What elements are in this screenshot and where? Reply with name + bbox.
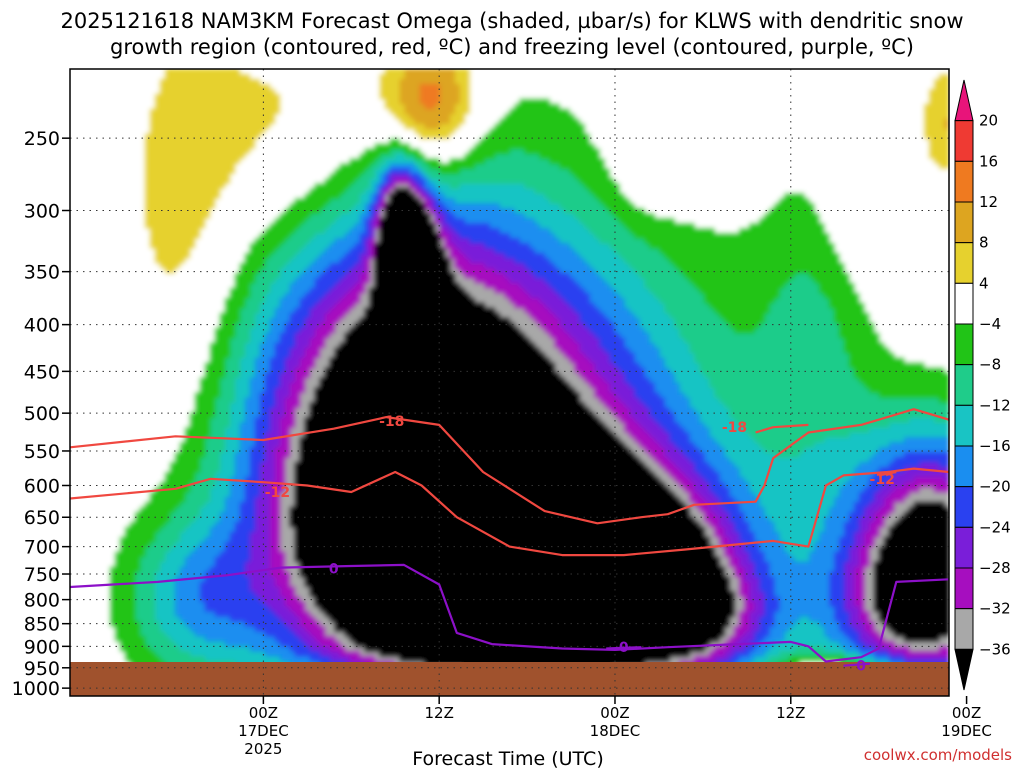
y-tick-label: 850 [24, 614, 60, 636]
colorbar-label: −12 [979, 396, 1011, 414]
colorbar-swatch [954, 282, 974, 325]
contour-line [755, 423, 809, 434]
contour-lines: -18 -18 -12 -12 0 0 0 [70, 408, 949, 675]
y-tick-label: 300 [24, 201, 60, 223]
gridlines [70, 69, 949, 696]
colorbar-swatch [954, 526, 974, 569]
colorbar-label: −4 [979, 315, 1001, 333]
plot-area: -18 -18 -12 -12 0 0 0 [70, 69, 949, 696]
contour-line [70, 563, 949, 663]
y-tick-label: 700 [24, 537, 60, 559]
contour-line [70, 408, 949, 525]
colorbar-swatch [954, 242, 974, 284]
y-tick-label: 350 [24, 262, 60, 284]
y-tick-label: 650 [24, 507, 60, 529]
colorbar-swatch [954, 323, 974, 366]
colorbar-swatch [954, 160, 974, 203]
colorbar-swatch [954, 120, 974, 162]
x-tick-year-label: 2025 [244, 740, 282, 758]
x-tick-day-label: 17DEC [238, 722, 289, 740]
y-tick-label: 550 [24, 441, 60, 463]
omega-shading [70, 69, 949, 696]
plot-frame [69, 68, 950, 697]
colorbar-label: 8 [979, 234, 989, 252]
colorbar-label: −28 [979, 559, 1011, 577]
y-tick-label: 400 [24, 315, 60, 337]
contour-label: -18 [722, 420, 747, 436]
terrain-below-ground [70, 662, 949, 696]
colorbar: 20 16 12 8 4 −4 −8 −12 −16 −20 −24 −28 −32 −36 [954, 79, 1011, 691]
y-axis: 2503003504004505005506006507007508008509… [12, 128, 70, 700]
chart-title-line2: growth region (contoured, red, ºC) and f… [110, 35, 914, 59]
colorbar-swatch [954, 567, 974, 610]
y-tick-label: 450 [24, 361, 60, 383]
colorbar-swatch [954, 201, 974, 244]
colorbar-label: 20 [979, 112, 998, 130]
contour-line [70, 467, 949, 557]
colorbar-swatch [954, 445, 974, 488]
contour-label: 0 [856, 659, 866, 675]
colorbar-label: 12 [979, 193, 998, 211]
x-tick-day-label: 19DEC [941, 722, 992, 740]
y-tick-label: 500 [24, 403, 60, 425]
x-tick-label: 00Z [952, 704, 981, 722]
x-axis-label: Forecast Time (UTC) [412, 748, 603, 768]
colorbar-swatch [954, 648, 974, 691]
y-tick-label: 250 [24, 128, 60, 150]
y-tick-label: 950 [24, 658, 60, 680]
colorbar-swatch [954, 486, 974, 528]
colorbar-swatch [954, 79, 974, 122]
colorbar-label: −36 [979, 640, 1011, 658]
contour-label: 0 [329, 562, 339, 578]
colorbar-label: −8 [979, 356, 1001, 374]
colorbar-swatch [954, 364, 974, 406]
y-tick-label: 900 [24, 636, 60, 658]
contour-label: -12 [870, 472, 895, 488]
colorbar-swatch [954, 608, 974, 650]
contour-label: -12 [265, 485, 290, 501]
contour-line [878, 470, 897, 477]
colorbar-label: −20 [979, 478, 1011, 496]
y-tick-label: 1000 [12, 678, 60, 700]
contour-line [843, 662, 870, 667]
colorbar-label: −24 [979, 518, 1011, 536]
chart-title-line1: 2025121618 NAM3KM Forecast Omega (shaded… [60, 9, 963, 33]
colorbar-label: −32 [979, 600, 1011, 618]
contour-label: 0 [619, 640, 629, 656]
colorbar-swatch [954, 404, 974, 447]
x-tick-day-label: 18DEC [590, 722, 641, 740]
contour-line [606, 646, 642, 650]
colorbar-label: 16 [979, 152, 998, 170]
colorbar-label: −16 [979, 437, 1011, 455]
x-tick-label: 12Z [424, 704, 453, 722]
credit-text: coolwx.com/models [864, 746, 1012, 764]
x-tick-label: 00Z [249, 704, 278, 722]
y-tick-label: 600 [24, 475, 60, 497]
colorbar-label: 4 [979, 274, 989, 292]
y-tick-label: 750 [24, 564, 60, 586]
contour-label: -18 [379, 414, 404, 430]
x-tick-label: 12Z [776, 704, 805, 722]
x-tick-label: 00Z [600, 704, 629, 722]
y-tick-label: 800 [24, 590, 60, 612]
